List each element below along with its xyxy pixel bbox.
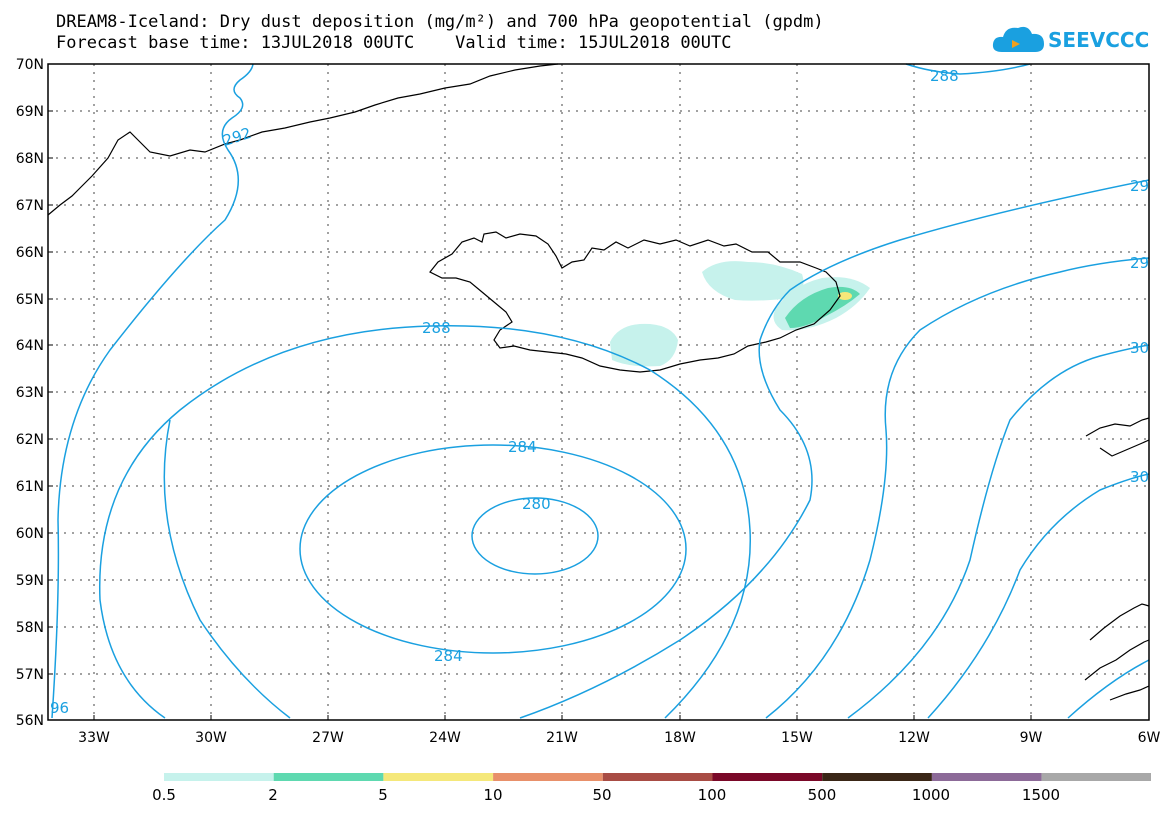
contour-label: 288 — [930, 67, 959, 85]
lat-label: 63N — [16, 385, 44, 401]
legend-label: 1500 — [1022, 786, 1060, 804]
legend-label: 2 — [268, 786, 278, 804]
coastlines — [47, 63, 1150, 701]
legend-label: 1000 — [912, 786, 950, 804]
legend-swatch — [931, 773, 1042, 781]
lat-label: 57N — [16, 667, 44, 683]
legend-label: 50 — [592, 786, 611, 804]
contour-labels: 288 292 288 284 280 284 29 29 30 30 96 — [50, 67, 1149, 717]
lat-label: 59N — [16, 573, 44, 589]
legend-label: 0.5 — [152, 786, 176, 804]
grid — [48, 64, 1149, 720]
contour-label: 29 — [1130, 254, 1149, 272]
contour-label: 292 — [221, 124, 254, 150]
legend-swatch — [273, 773, 384, 781]
longitude-labels: 33W 30W 27W 24W 21W 18W 15W 12W 9W 6W — [78, 730, 1160, 746]
legend-label: 10 — [483, 786, 502, 804]
geopotential-contours — [51, 63, 1150, 719]
lat-label: 69N — [16, 104, 44, 120]
legend-label: 5 — [378, 786, 388, 804]
contour-label: 284 — [434, 647, 463, 665]
contour-label: 30 — [1130, 339, 1149, 357]
legend-swatch — [822, 773, 932, 781]
legend-swatch — [383, 773, 494, 781]
lat-label: 64N — [16, 338, 44, 354]
contour-label: 288 — [422, 319, 451, 337]
legend-swatch — [164, 773, 274, 781]
lon-label: 24W — [429, 730, 461, 746]
lat-label: 66N — [16, 245, 44, 261]
latitude-labels: 70N 69N 68N 67N 66N 65N 64N 63N 62N 61N … — [16, 57, 44, 729]
lon-label: 27W — [312, 730, 344, 746]
lat-label: 65N — [16, 292, 44, 308]
contour-label: 96 — [50, 699, 69, 717]
lon-label: 9W — [1020, 730, 1043, 746]
legend-label: 500 — [808, 786, 837, 804]
legend-labels: 0.5 2 5 10 50 100 500 1000 1500 — [152, 786, 1060, 804]
color-legend — [164, 773, 1151, 781]
map-frame — [47, 63, 1150, 721]
lon-label: 33W — [78, 730, 110, 746]
map-subtitle: Forecast base time: 13JUL2018 00UTC Vali… — [56, 33, 732, 53]
lat-label: 62N — [16, 432, 44, 448]
dust-deposition-areas — [610, 261, 870, 367]
map-title: DREAM8-Iceland: Dry dust deposition (mg/… — [56, 12, 824, 32]
legend-swatch — [712, 773, 823, 781]
logo-text: SEEVCCC — [1048, 28, 1150, 52]
lat-label: 61N — [16, 479, 44, 495]
legend-label: 100 — [698, 786, 727, 804]
lon-label: 30W — [195, 730, 227, 746]
lat-label: 68N — [16, 151, 44, 167]
contour-label: 30 — [1130, 468, 1149, 486]
axis-ticks — [48, 63, 1150, 721]
seevccc-logo: SEEVCCC — [990, 20, 1149, 60]
legend-swatch — [1041, 773, 1151, 781]
lat-label: 60N — [16, 526, 44, 542]
lon-label: 18W — [664, 730, 696, 746]
lat-label: 56N — [16, 713, 44, 729]
legend-swatch — [602, 773, 713, 781]
lat-label: 70N — [16, 57, 44, 73]
lat-label: 58N — [16, 620, 44, 636]
contour-label: 280 — [522, 495, 551, 513]
contour-label: 29 — [1130, 177, 1149, 195]
cloud-icon — [992, 26, 1044, 52]
lat-label: 67N — [16, 198, 44, 214]
contour-label: 284 — [508, 438, 537, 456]
lon-label: 15W — [781, 730, 813, 746]
legend-swatch — [493, 773, 603, 781]
lon-label: 12W — [898, 730, 930, 746]
lon-label: 6W — [1138, 730, 1161, 746]
lon-label: 21W — [546, 730, 578, 746]
